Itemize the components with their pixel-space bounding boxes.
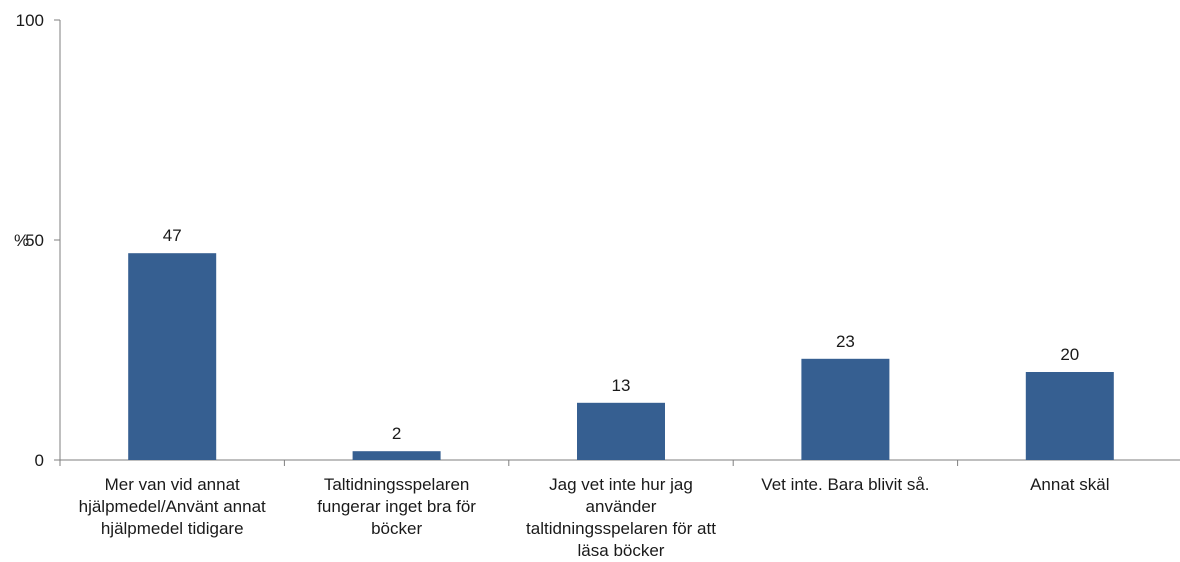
y-tick-label: 100 [16, 11, 44, 30]
data-label: 2 [392, 424, 401, 443]
category-label-line: använder [586, 497, 657, 516]
category-label-line: läsa böcker [578, 541, 665, 560]
category-label-line: Jag vet inte hur jag [549, 475, 693, 494]
category-label-line: hjälpmedel/Använt annat [79, 497, 266, 516]
bar [577, 402, 665, 460]
data-label: 47 [163, 226, 182, 245]
category-label-line: Taltidningsspelaren [324, 475, 470, 494]
category-label-line: fungerar inget bra för [317, 497, 476, 516]
category-label-line: Mer van vid annat [105, 475, 240, 494]
bars [128, 253, 1114, 460]
category-labels: Mer van vid annat hjälpmedel/Använt annat… [79, 475, 1110, 560]
bar [352, 451, 441, 460]
category-label: Annat skäl [1030, 475, 1109, 494]
bar [1025, 372, 1114, 460]
y-axis: 0 50 100 [16, 11, 61, 470]
bar [801, 358, 890, 460]
category-label: Mer van vid annat hjälpmedel/Använt annat… [79, 475, 266, 538]
category-label: Taltidningsspelaren fungerar inget bra fö… [317, 475, 476, 538]
category-label-line: böcker [371, 519, 422, 538]
category-label-line: Annat skäl [1030, 475, 1109, 494]
y-tick-label: 0 [35, 451, 44, 470]
x-axis [59, 459, 1180, 466]
category-label-line: taltidningsspelaren för att [526, 519, 716, 538]
data-label: 20 [1060, 345, 1079, 364]
bar [128, 253, 217, 460]
category-label-line: hjälpmedel tidigare [101, 519, 244, 538]
data-label: 23 [836, 332, 855, 351]
y-tick-label: 50 [25, 231, 44, 250]
y-axis-title: % [14, 231, 29, 250]
data-label: 13 [612, 376, 631, 395]
category-label: Jag vet inte hur jag använder taltidningss… [526, 475, 716, 560]
category-label-line: Vet inte. Bara blivit så. [761, 475, 929, 494]
data-labels: 47 2 13 23 20 [163, 226, 1080, 443]
category-label: Vet inte. Bara blivit så. [761, 475, 929, 494]
